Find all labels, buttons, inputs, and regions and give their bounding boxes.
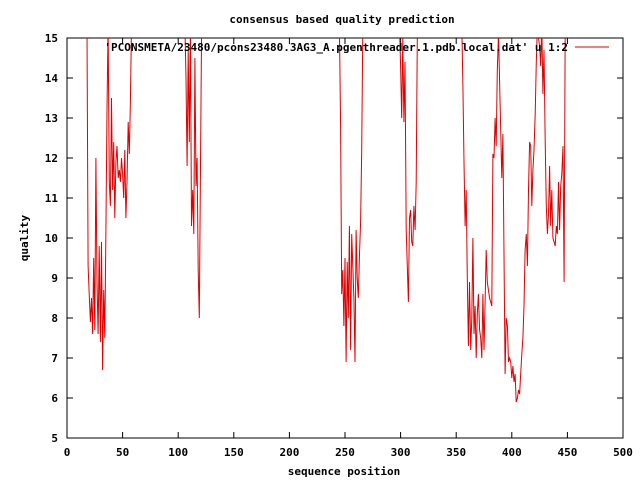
series-line-segment xyxy=(461,38,566,403)
x-tick-label: 50 xyxy=(116,446,129,459)
y-tick-label: 6 xyxy=(51,392,58,405)
x-tick-label: 150 xyxy=(224,446,244,459)
y-tick-label: 12 xyxy=(45,152,58,165)
x-tick-label: 0 xyxy=(64,446,71,459)
y-tick-label: 9 xyxy=(51,272,58,285)
series-line-segment xyxy=(184,38,203,319)
series-line-segment xyxy=(339,38,364,363)
x-axis: 0 50 100 150 200 250 300 350 400 450 500 xyxy=(64,38,633,459)
x-tick-label: 300 xyxy=(391,446,411,459)
y-axis: 5 6 7 8 9 10 11 12 13 14 15 xyxy=(45,32,623,445)
y-tick-label: 5 xyxy=(51,432,58,445)
x-tick-label: 450 xyxy=(557,446,577,459)
legend-label: 'PCONSMETA/23480/pcons23480.3AG3_A.pgent… xyxy=(104,41,568,54)
plot-frame xyxy=(66,37,624,439)
x-axis-label: sequence position xyxy=(288,465,401,478)
series-line-segment xyxy=(86,38,132,371)
x-tick-label: 200 xyxy=(279,446,299,459)
y-tick-label: 7 xyxy=(51,352,58,365)
y-tick-label: 10 xyxy=(45,232,58,245)
y-axis-label: quality xyxy=(18,214,31,261)
y-tick-label: 8 xyxy=(51,312,58,325)
legend: 'PCONSMETA/23480/pcons23480.3AG3_A.pgent… xyxy=(104,41,609,54)
series-line-segment xyxy=(399,38,418,303)
x-tick-label: 350 xyxy=(446,446,466,459)
series-layer xyxy=(86,38,566,403)
y-tick-label: 14 xyxy=(45,72,59,85)
x-tick-label: 500 xyxy=(613,446,633,459)
x-tick-label: 100 xyxy=(168,446,188,459)
x-tick-label: 250 xyxy=(335,446,355,459)
y-tick-label: 11 xyxy=(45,192,59,205)
x-tick-label: 400 xyxy=(502,446,522,459)
chart-title: consensus based quality prediction xyxy=(229,13,454,26)
y-tick-label: 13 xyxy=(45,112,58,125)
y-tick-label: 15 xyxy=(45,32,58,45)
